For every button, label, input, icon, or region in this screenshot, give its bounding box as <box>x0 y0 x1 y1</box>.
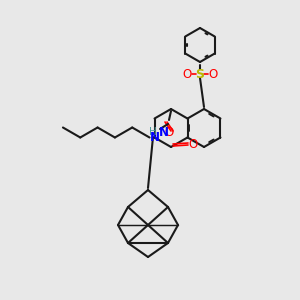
Text: N: N <box>159 125 169 139</box>
Text: O: O <box>164 127 174 140</box>
Text: S: S <box>196 68 205 80</box>
Text: H: H <box>149 127 157 137</box>
Text: O: O <box>182 68 192 80</box>
Text: O: O <box>208 68 217 80</box>
Text: O: O <box>188 139 198 152</box>
Text: N: N <box>149 131 160 144</box>
